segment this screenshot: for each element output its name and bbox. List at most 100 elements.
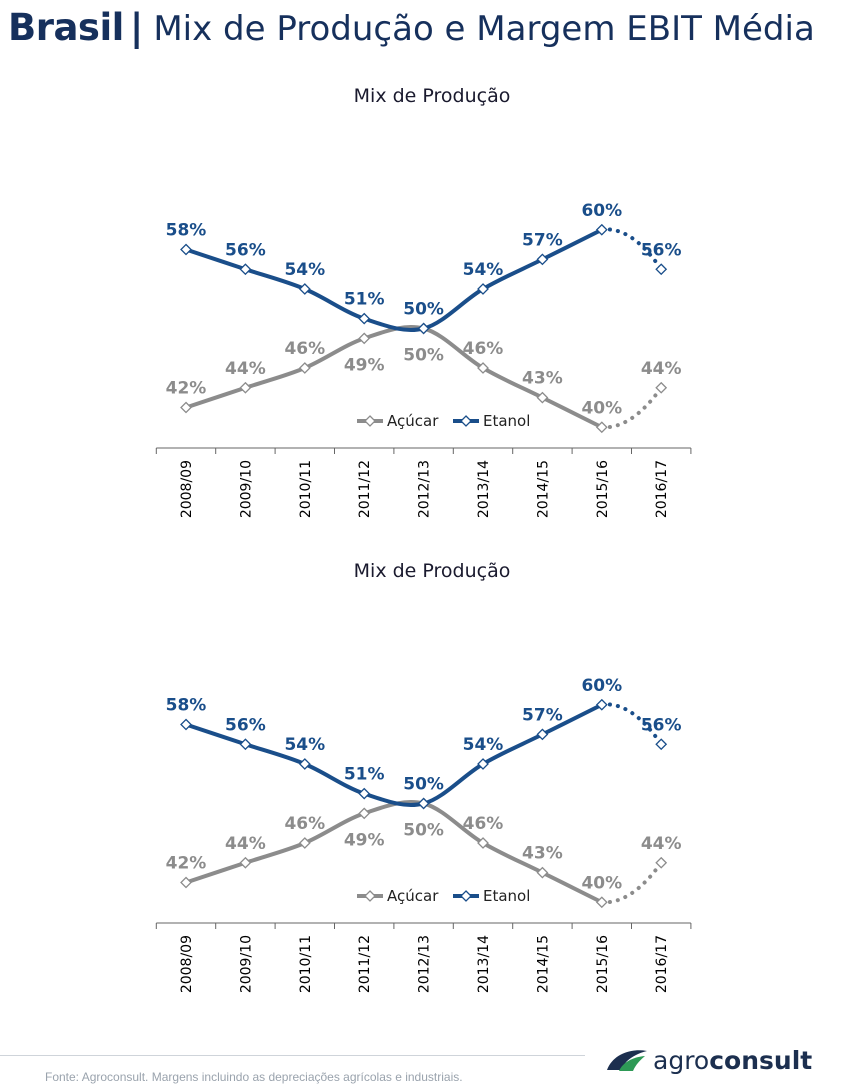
data-label: 60% bbox=[581, 201, 622, 221]
data-label: 43% bbox=[522, 369, 563, 389]
legend-label: Açúcar bbox=[387, 412, 439, 430]
data-point-marker bbox=[417, 797, 430, 810]
x-tick-label: 2009/10 bbox=[238, 460, 254, 518]
data-label: 46% bbox=[284, 814, 325, 834]
data-label: 56% bbox=[225, 715, 266, 735]
data-label: 44% bbox=[225, 834, 266, 854]
legend-marker bbox=[460, 415, 472, 427]
data-label: 43% bbox=[522, 844, 563, 864]
data-point-marker bbox=[477, 758, 489, 770]
data-label: 56% bbox=[225, 240, 266, 260]
legend-marker bbox=[364, 415, 376, 427]
page-title: Mix de Produção e Margem EBIT Média bbox=[153, 9, 815, 49]
data-point-marker bbox=[298, 837, 311, 849]
data-label: 44% bbox=[641, 359, 682, 379]
legend-label: Açúcar bbox=[387, 887, 439, 905]
data-point-marker bbox=[595, 223, 608, 236]
data-point-marker bbox=[536, 866, 549, 879]
chart-title: Mix de Produção bbox=[354, 560, 511, 582]
data-point-marker bbox=[417, 322, 430, 335]
series-projection-etanol bbox=[599, 227, 664, 272]
data-point-marker bbox=[655, 263, 668, 276]
data-point-marker bbox=[239, 856, 252, 869]
data-point-marker bbox=[358, 807, 371, 820]
data-label: 49% bbox=[344, 355, 385, 375]
data-point-marker bbox=[239, 381, 252, 394]
x-tick-label: 2014/15 bbox=[535, 460, 551, 518]
data-label: 51% bbox=[344, 290, 385, 310]
production-mix-chart-2: Mix de Produção 2008/09 2009/10 2010/11 2011… bbox=[155, 560, 692, 993]
data-label: 56% bbox=[641, 240, 682, 260]
legend-marker bbox=[460, 890, 472, 902]
footer-divider bbox=[0, 1055, 585, 1056]
data-label: 57% bbox=[522, 705, 563, 725]
data-point-marker bbox=[655, 381, 668, 394]
data-label: 46% bbox=[284, 339, 325, 359]
data-point-marker bbox=[477, 362, 489, 374]
x-tick-label: 2011/12 bbox=[357, 460, 373, 518]
data-point-marker bbox=[180, 718, 192, 731]
data-point-marker bbox=[595, 698, 608, 711]
data-label: 50% bbox=[403, 300, 444, 320]
data-label: 42% bbox=[166, 379, 207, 399]
chart-title: Mix de Produção bbox=[354, 85, 511, 107]
data-point-marker bbox=[536, 391, 549, 404]
data-label: 56% bbox=[641, 715, 682, 735]
x-tick-label: 2011/12 bbox=[357, 935, 373, 993]
data-label: 42% bbox=[166, 854, 207, 874]
logo-word-agro: agro bbox=[653, 1045, 710, 1075]
data-point-marker bbox=[358, 312, 371, 325]
data-label: 50% bbox=[403, 346, 444, 366]
production-mix-chart-1: Mix de Produção 2008/09 2009/10 2010/11 2011… bbox=[155, 85, 692, 518]
data-label: 44% bbox=[641, 834, 682, 854]
data-point-marker bbox=[595, 896, 608, 909]
data-label: 49% bbox=[344, 830, 385, 850]
brand-title: Brasil bbox=[8, 6, 124, 49]
x-tick-label: 2012/13 bbox=[417, 460, 433, 518]
data-point-marker bbox=[536, 728, 549, 741]
x-tick-label: 2015/16 bbox=[595, 935, 611, 993]
source-note: Fonte: Agroconsult. Margens incluindo as… bbox=[45, 1070, 463, 1084]
data-point-marker bbox=[298, 283, 311, 295]
legend-label: Etanol bbox=[483, 412, 530, 430]
data-label: 44% bbox=[225, 359, 266, 379]
data-label: 51% bbox=[344, 765, 385, 785]
page-header: Brasil | Mix de Produção e Margem EBIT Méd… bbox=[8, 6, 815, 56]
x-tick-label: 2014/15 bbox=[535, 935, 551, 993]
data-label: 46% bbox=[463, 339, 504, 359]
legend-label: Etanol bbox=[483, 887, 530, 905]
data-label: 54% bbox=[463, 260, 504, 280]
x-tick-label: 2009/10 bbox=[238, 935, 254, 993]
series-projection-acucar bbox=[599, 860, 664, 905]
data-point-marker bbox=[180, 401, 192, 414]
data-label: 57% bbox=[522, 230, 563, 250]
series-projection-etanol bbox=[599, 702, 664, 747]
header-separator: | bbox=[129, 6, 144, 49]
data-label: 50% bbox=[403, 821, 444, 841]
data-label: 54% bbox=[463, 735, 504, 755]
x-tick-label: 2015/16 bbox=[595, 460, 611, 518]
data-label: 54% bbox=[284, 735, 325, 755]
x-tick-label: 2013/14 bbox=[476, 935, 492, 993]
x-tick-label: 2008/09 bbox=[179, 935, 195, 993]
x-tick-label: 2012/13 bbox=[417, 935, 433, 993]
x-tick-label: 2010/11 bbox=[298, 935, 314, 993]
data-point-marker bbox=[180, 876, 192, 889]
data-label: 50% bbox=[403, 775, 444, 795]
data-point-marker bbox=[239, 263, 252, 276]
data-label: 40% bbox=[581, 398, 622, 418]
data-point-marker bbox=[180, 243, 192, 256]
x-tick-label: 2008/09 bbox=[179, 460, 195, 518]
data-label: 46% bbox=[463, 814, 504, 834]
data-point-marker bbox=[655, 856, 668, 869]
logo-mark-icon bbox=[607, 1050, 647, 1071]
data-label: 40% bbox=[581, 873, 622, 893]
data-label: 58% bbox=[166, 696, 207, 716]
agroconsult-logo: agro consult bbox=[605, 1044, 812, 1076]
data-point-marker bbox=[536, 253, 549, 266]
data-point-marker bbox=[298, 758, 311, 770]
logo-word-consult: consult bbox=[709, 1045, 813, 1075]
x-tick-label: 2013/14 bbox=[476, 460, 492, 518]
data-point-marker bbox=[358, 332, 371, 345]
data-point-marker bbox=[595, 421, 608, 434]
